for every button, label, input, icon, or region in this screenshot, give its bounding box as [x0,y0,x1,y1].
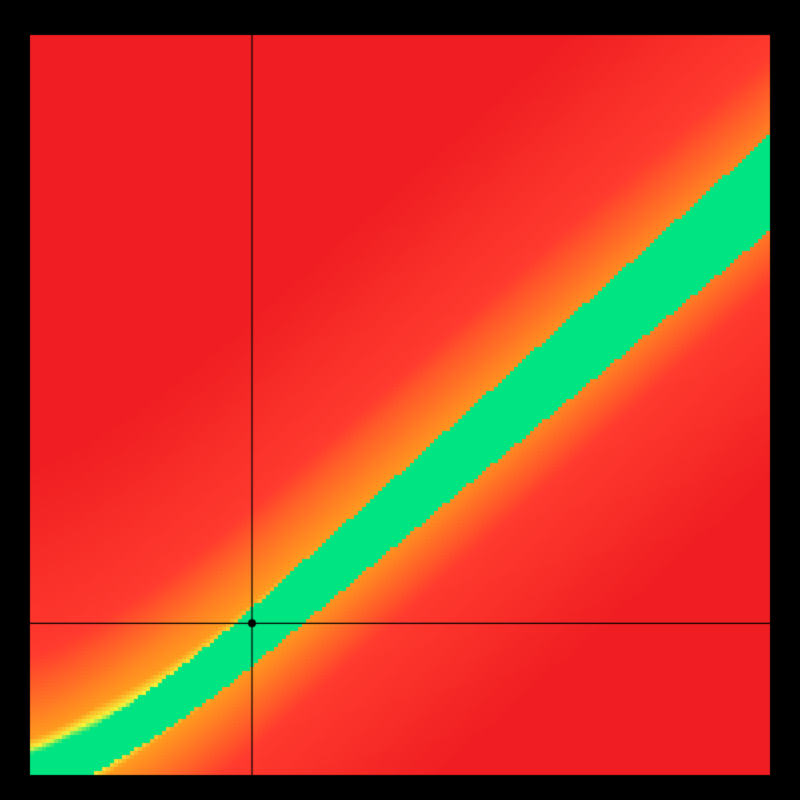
heatmap-canvas [0,0,800,800]
chart-container: TheBottleneck.com [0,0,800,800]
